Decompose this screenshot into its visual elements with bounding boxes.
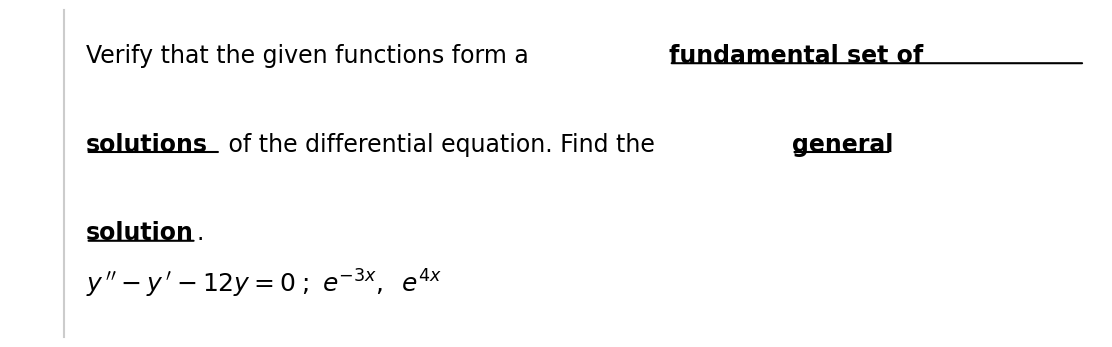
Text: $y\,'' - y\,' - 12y = 0 \; ; \; e^{-3x}, \;\; e^{4x}$: $y\,'' - y\,' - 12y = 0 \; ; \; e^{-3x},…: [86, 268, 441, 300]
Text: general: general: [792, 133, 893, 156]
Text: solution: solution: [86, 221, 193, 245]
Text: Verify that the given functions form a: Verify that the given functions form a: [86, 44, 536, 68]
Text: fundamental set of: fundamental set of: [668, 44, 923, 68]
Text: solutions: solutions: [86, 133, 208, 156]
Text: .: .: [197, 221, 203, 245]
Text: of the differential equation. Find the: of the differential equation. Find the: [221, 133, 662, 156]
